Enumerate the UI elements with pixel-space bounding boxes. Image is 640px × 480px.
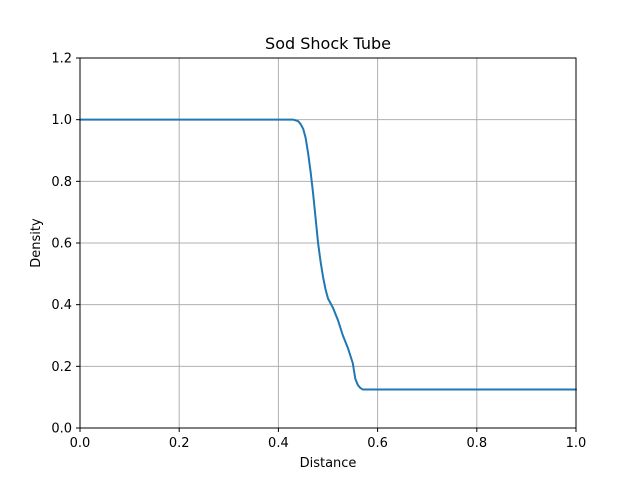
y-tick-label: 1.2 (51, 52, 72, 67)
series-layer (79, 118, 577, 391)
y-tick-label: 0.4 (51, 298, 72, 313)
y-tick-label: 1.0 (51, 113, 72, 128)
chart-title: Sod Shock Tube (265, 34, 391, 53)
y-tick-label: 0.2 (51, 360, 72, 375)
x-tick-label: 0.2 (169, 436, 190, 451)
y-tick-label: 0.6 (51, 237, 72, 252)
y-tick-label: 0.8 (51, 175, 72, 190)
y-axis-label: Density (29, 218, 44, 268)
x-tick-label: 0.8 (466, 436, 487, 451)
y-tick-label: 0.0 (51, 422, 72, 437)
x-tick-label: 0.4 (268, 436, 289, 451)
x-tick-label: 0.0 (70, 436, 91, 451)
x-tick-label: 0.6 (367, 436, 388, 451)
tick-layer: 0.0 0.2 0.4 0.6 0.8 1.0 0.0 0.2 0.4 0.6 0.8 1.0 1.2 (51, 52, 586, 452)
x-axis-label: Distance (300, 456, 357, 471)
x-tick-label: 1.0 (566, 436, 587, 451)
density-line (79, 118, 577, 391)
